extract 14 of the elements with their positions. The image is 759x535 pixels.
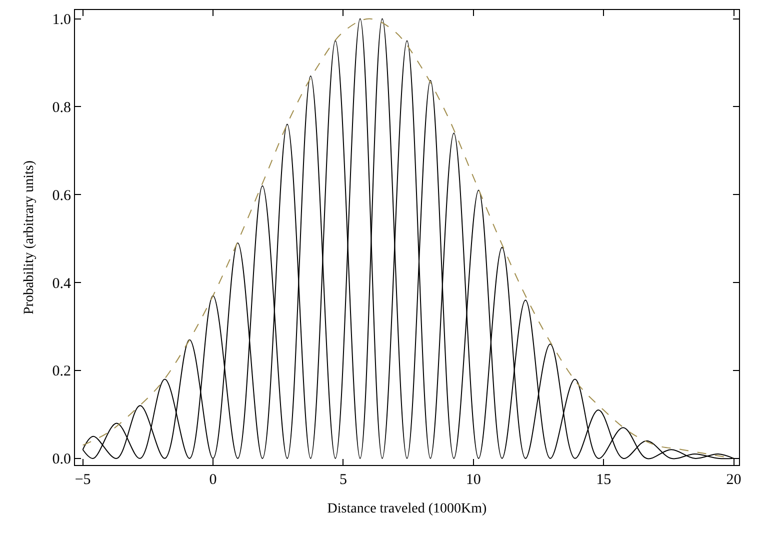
x-tick-label: 15 [596,472,612,488]
y-tick-label: 0.2 [52,364,71,380]
x-tick-label: −5 [74,472,91,488]
x-tick-label: 5 [339,472,347,488]
y-tick-label: 1.0 [52,12,71,28]
y-axis-title: Probability (arbitrary units) [22,160,37,314]
y-tick-label: 0.6 [52,188,72,204]
y-tick-label: 0.8 [52,100,71,116]
x-axis-title: Distance traveled (1000Km) [327,501,488,516]
x-tick-label: 0 [209,472,217,488]
x-tick-label: 20 [726,472,742,488]
y-tick-label: 0.0 [52,452,71,468]
y-tick-label: 0.4 [52,276,72,292]
x-tick-label: 10 [466,472,481,488]
